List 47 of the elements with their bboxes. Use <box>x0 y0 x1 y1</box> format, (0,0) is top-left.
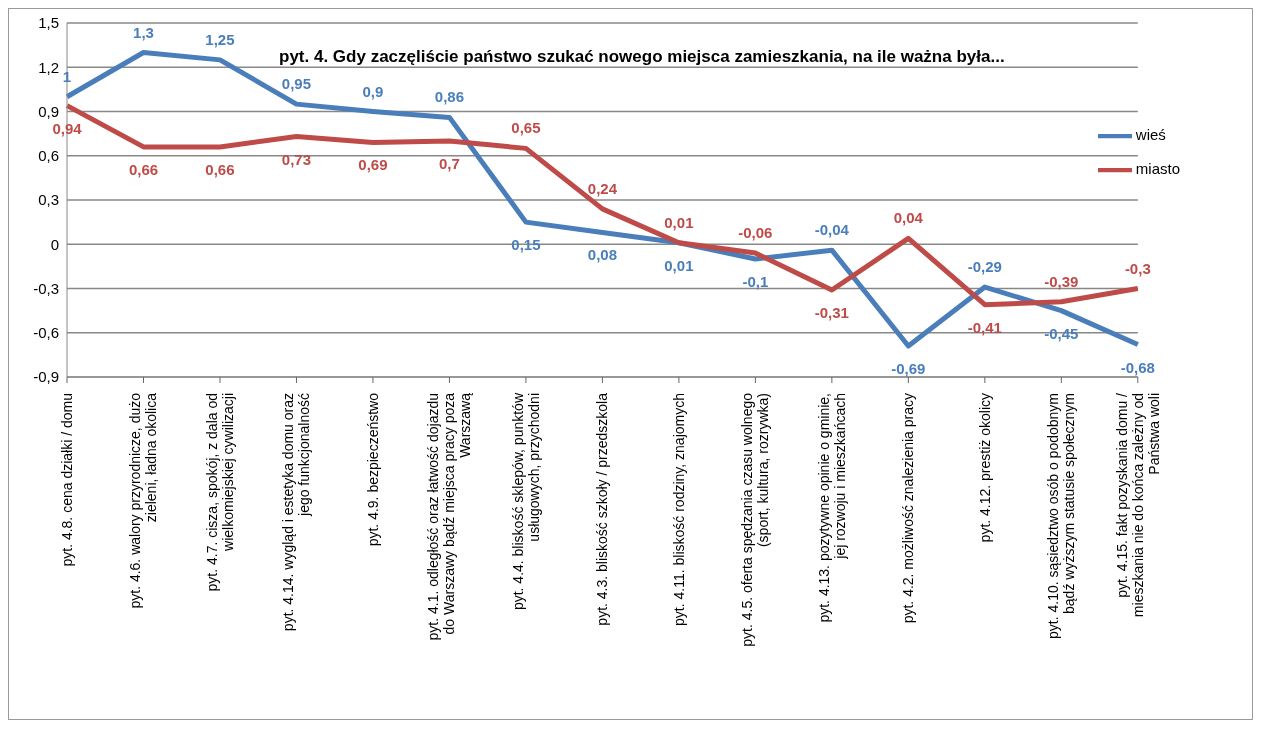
data-label: 0,01 <box>664 256 694 274</box>
data-label: 0,66 <box>205 160 235 178</box>
data-label: 0,86 <box>434 88 465 106</box>
data-label: 0,94 <box>52 119 83 137</box>
data-label: 0,24 <box>587 179 618 197</box>
data-label: -0,69 <box>891 360 926 378</box>
x-tick-label: pyt. 4.12. prestiż okolicy <box>976 393 993 543</box>
y-tick-label: 0 <box>50 235 59 253</box>
y-tick-label: 1,5 <box>38 14 59 32</box>
legend-label: wieś <box>1135 125 1166 143</box>
data-label: -0,29 <box>967 258 1002 276</box>
y-tick-label: -0,9 <box>33 368 59 386</box>
y-tick-label: 0,3 <box>38 191 59 209</box>
data-label: -0,68 <box>1120 358 1155 376</box>
data-label: 0,66 <box>128 160 159 178</box>
y-tick-label: 1,2 <box>38 58 59 76</box>
data-label: 0,73 <box>281 150 312 168</box>
y-tick-label: 0,6 <box>38 147 59 165</box>
data-label: 0,04 <box>893 209 924 227</box>
legend-label: miasto <box>1135 159 1180 177</box>
data-label: -0,39 <box>1044 272 1079 290</box>
x-tick-label: pyt. 4.9. bezpieczeństwo <box>364 392 381 547</box>
data-label: -0,04 <box>814 221 850 239</box>
data-label: 0,95 <box>281 75 312 93</box>
x-tick-label: pyt. 4.8. cena działki / domu <box>59 393 75 567</box>
x-tick-label: pyt. 4.2. możliwość znalezienia pracy <box>900 393 917 624</box>
data-label: 1 <box>62 67 72 85</box>
y-tick-label: -0,3 <box>33 279 59 297</box>
data-label: 0,7 <box>439 155 460 172</box>
text: pyt. 4. Gdy zaczęliście państwo szukać nowego miejsca zamieszkania, na ile ważna była... <box>279 47 1005 67</box>
data-label: 1,3 <box>133 23 154 41</box>
y-tick-label: -0,6 <box>33 324 59 342</box>
data-label: -0,31 <box>814 303 849 321</box>
data-label: -0,3 <box>1124 259 1151 277</box>
data-label: 0,08 <box>587 246 618 264</box>
data-label: 0,01 <box>664 213 694 231</box>
x-tick-label: pyt. 4.5. oferta spędzania czasu wolnego (sport, kultura, rozrywka) <box>739 392 772 647</box>
data-label: -0,1 <box>742 273 769 290</box>
data-label: 0,69 <box>358 156 388 174</box>
x-tick-label: pyt. 4.3. bliskość szkoły / przedszkola <box>594 392 611 626</box>
data-label: 1,25 <box>205 30 235 48</box>
data-label: 0,65 <box>511 119 541 137</box>
data-label: 0,9 <box>362 82 384 100</box>
x-tick-label: pyt. 4.11. bliskość rodziny, znajomych <box>670 393 687 626</box>
data-label: -0,06 <box>738 224 773 242</box>
y-tick-label: 0,9 <box>38 102 59 120</box>
data-label: -0,41 <box>967 318 1002 336</box>
